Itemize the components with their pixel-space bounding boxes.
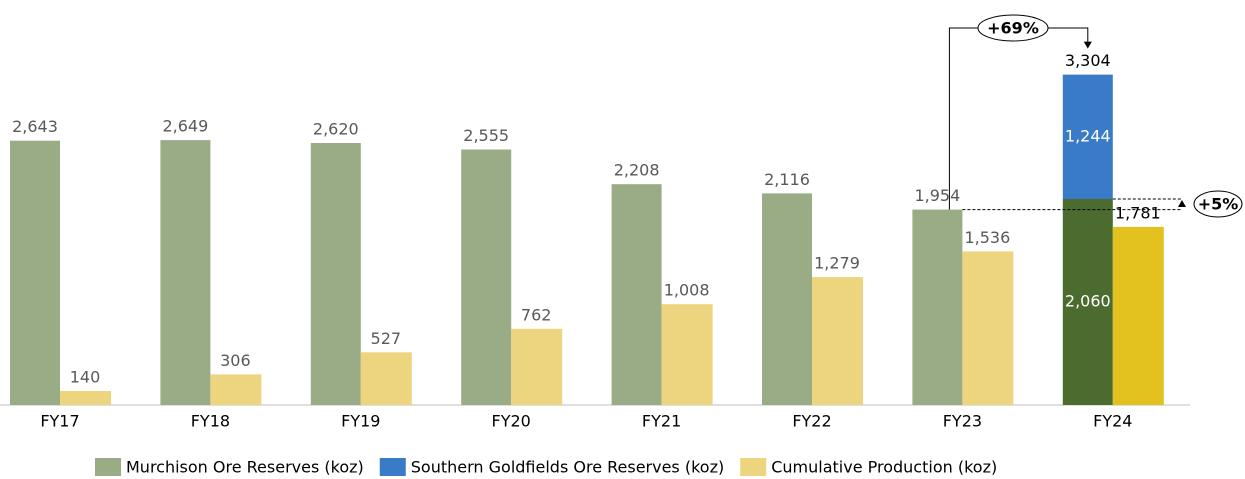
annotation: +69% <box>987 19 1039 38</box>
bar <box>762 193 812 405</box>
data-label: 1,244 <box>1065 126 1111 145</box>
bar <box>10 140 60 405</box>
data-label: 762 <box>521 305 552 324</box>
data-label: 2,060 <box>1065 292 1111 311</box>
bar <box>611 184 662 405</box>
x-tick-label: FY23 <box>943 412 982 431</box>
legend-label: Cumulative Production (koz) <box>771 458 997 477</box>
annotation: +5% <box>1198 195 1239 214</box>
arrow-head <box>1178 200 1186 207</box>
data-label: 306 <box>220 351 251 370</box>
legend-swatch <box>379 458 406 476</box>
data-label: 1,008 <box>664 281 710 300</box>
x-tick-label: FY20 <box>492 412 531 431</box>
data-label: 1,954 <box>914 186 960 205</box>
bar <box>1112 226 1164 405</box>
x-tick-label: FY17 <box>40 412 79 431</box>
data-label: 1,781 <box>1115 203 1161 222</box>
bar <box>360 352 412 405</box>
bar <box>160 140 211 405</box>
legend-swatch <box>740 458 767 476</box>
bar <box>210 374 262 405</box>
data-label: 2,649 <box>162 117 208 136</box>
data-label: 140 <box>70 368 101 387</box>
x-tick-label: FY22 <box>792 412 831 431</box>
bar <box>812 277 863 405</box>
annotation-bubble <box>1193 190 1243 218</box>
bar <box>310 143 361 405</box>
data-label: 2,555 <box>463 126 509 145</box>
bar <box>1062 199 1113 405</box>
bar <box>912 209 963 405</box>
total-label: 3,304 <box>1065 51 1111 70</box>
data-label: 2,620 <box>313 120 359 139</box>
bar <box>962 251 1014 405</box>
bar <box>461 149 512 405</box>
legend-swatch <box>95 458 121 476</box>
data-label: 2,116 <box>764 170 810 189</box>
x-tick-label: FY21 <box>642 412 681 431</box>
data-label: 527 <box>371 329 402 348</box>
legend-label: Southern Goldfields Ore Reserves (koz) <box>411 458 724 477</box>
bar <box>60 391 111 405</box>
legend-label: Murchison Ore Reserves (koz) <box>126 458 364 477</box>
x-tick-label: FY24 <box>1093 412 1132 431</box>
data-label: 2,643 <box>12 117 58 136</box>
x-tick-label: FY18 <box>191 412 230 431</box>
arrow-head <box>1083 41 1092 49</box>
x-tick-label: FY19 <box>341 412 380 431</box>
annotation-bubble <box>977 14 1049 42</box>
bar <box>511 328 563 405</box>
data-label: 1,279 <box>814 254 860 273</box>
bar <box>1062 74 1113 199</box>
bar <box>661 304 713 405</box>
data-label: 2,208 <box>614 161 660 180</box>
data-label: 1,536 <box>964 228 1010 247</box>
